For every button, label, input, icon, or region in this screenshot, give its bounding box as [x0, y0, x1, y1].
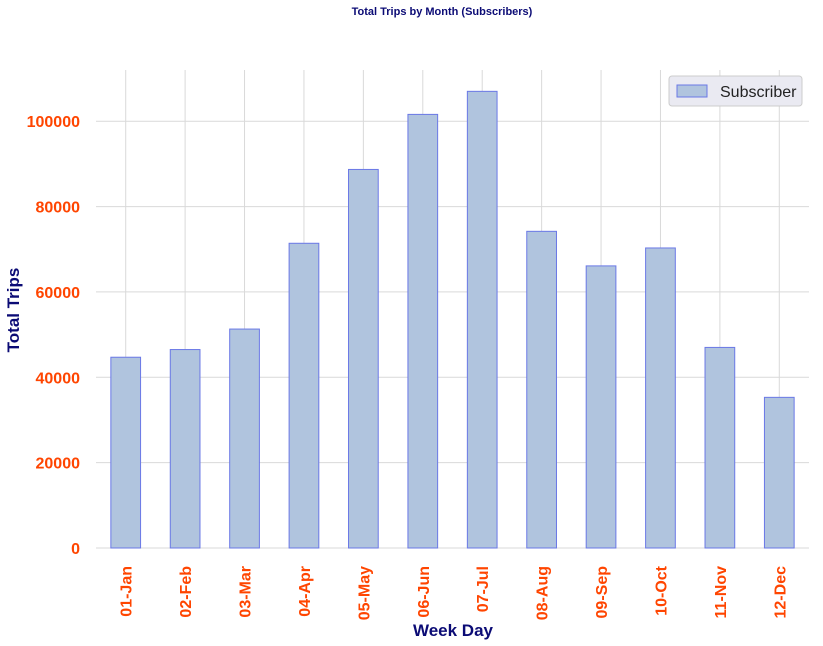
- legend: Subscriber: [668, 75, 803, 107]
- bar-11-Nov: [704, 346, 736, 549]
- x-tick-label: 08-Aug: [535, 566, 552, 620]
- bar-09-Sep: [585, 265, 617, 549]
- bar-12-Dec: [763, 396, 795, 549]
- legend-swatch: [676, 84, 708, 98]
- bar-07-Jul: [466, 90, 498, 549]
- bar-04-Apr: [288, 242, 320, 549]
- x-axis-label: Week Day: [413, 621, 494, 640]
- bar-06-Jun: [407, 113, 439, 549]
- y-tick-label: 80000: [36, 200, 81, 217]
- bar-02-Feb: [169, 349, 201, 549]
- y-tick-label: 60000: [36, 285, 81, 302]
- legend-label: Subscriber: [720, 84, 797, 101]
- y-tick-label: 100000: [27, 114, 80, 131]
- x-tick-label: 10-Oct: [653, 565, 670, 615]
- x-tick-label: 11-Nov: [713, 566, 730, 619]
- x-tick-label: 02-Feb: [178, 566, 195, 618]
- bar-01-Jan: [110, 356, 142, 549]
- bar-10-Oct: [645, 247, 676, 549]
- bar-05-May: [348, 168, 379, 549]
- x-tick-label: 06-Jun: [416, 566, 433, 618]
- chart-title: Total Trips by Month (Subscribers): [352, 6, 533, 18]
- grid-lines: [96, 70, 809, 549]
- y-tick-labels: 0 20000 40000 60000 80000 100000: [27, 114, 80, 558]
- bars: [110, 90, 795, 549]
- legend-box: [668, 75, 803, 107]
- y-axis-label: Total Trips: [4, 268, 23, 353]
- x-tick-label: 04-Apr: [297, 566, 314, 617]
- x-tick-label: 01-Jan: [119, 566, 136, 617]
- x-tick-labels: 01-Jan 02-Feb 03-Mar 04-Apr 05-May 06-Jun 07-J…: [119, 565, 790, 620]
- x-tick-label: 07-Jul: [475, 566, 492, 612]
- y-tick-label: 0: [71, 541, 80, 558]
- y-tick-label: 20000: [36, 456, 81, 473]
- x-tick-label: 09-Sep: [594, 566, 611, 619]
- y-tick-label: 40000: [36, 370, 81, 387]
- x-tick-label: 05-May: [356, 566, 373, 620]
- bar-03-Mar: [229, 328, 260, 549]
- bar-08-Aug: [526, 230, 557, 549]
- x-tick-label: 03-Mar: [238, 566, 255, 618]
- x-tick-label: 12-Dec: [772, 566, 789, 619]
